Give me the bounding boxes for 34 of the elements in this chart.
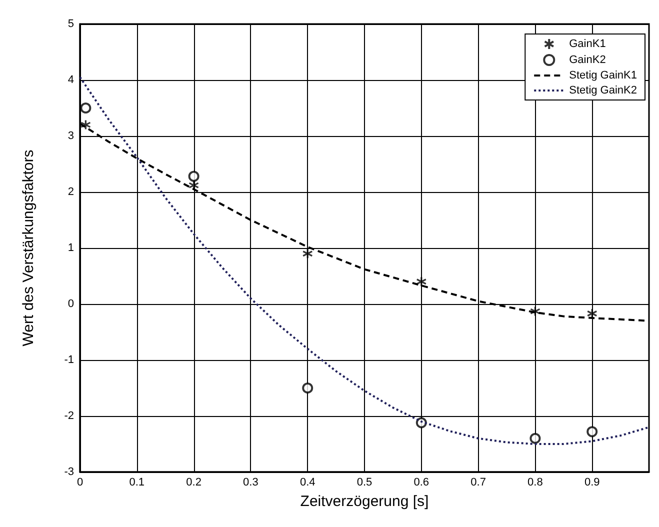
y-tick-label: -2 — [64, 410, 74, 422]
x-tick-label: 0.4 — [300, 476, 316, 488]
y-tick-label: 4 — [68, 74, 74, 86]
legend-label: Stetig GainK1 — [569, 70, 637, 82]
point — [188, 170, 200, 182]
point — [80, 102, 92, 114]
x-tick-label: 0.8 — [528, 476, 543, 488]
legend-label: GainK2 — [569, 54, 606, 66]
point — [586, 426, 598, 438]
y-tick-label: 0 — [68, 298, 74, 310]
legend-label: GainK1 — [569, 38, 606, 50]
x-tick-label: 0.1 — [129, 476, 145, 488]
point — [416, 276, 427, 287]
x-tick-label: 0.7 — [470, 476, 486, 488]
y-tick-label: 3 — [68, 130, 74, 142]
point — [530, 306, 540, 317]
y-tick-label: -3 — [64, 466, 74, 478]
x-tick-label: 0.6 — [414, 476, 430, 488]
x-tick-label: 0 — [76, 476, 84, 488]
point — [530, 432, 541, 444]
x-tick-label: 0.9 — [584, 476, 600, 488]
x-axis-title: Zeitverzögerung [s] — [300, 493, 429, 510]
point — [302, 248, 313, 259]
x-tick-label: 0.2 — [186, 476, 202, 488]
y-tick-label: -1 — [64, 354, 74, 366]
point — [302, 382, 314, 394]
y-tick-label: 1 — [68, 242, 74, 254]
x-tick-label: 0.5 — [356, 476, 372, 488]
point — [80, 120, 91, 130]
y-tick-label: 5 — [68, 18, 74, 30]
y-axis-title: Wert des Verstärkungsfaktors — [20, 150, 37, 346]
y-tick-label: 2 — [68, 186, 74, 198]
legend-label: Stetig GainK2 — [569, 84, 637, 96]
x-tick-label: 0.3 — [243, 476, 258, 488]
